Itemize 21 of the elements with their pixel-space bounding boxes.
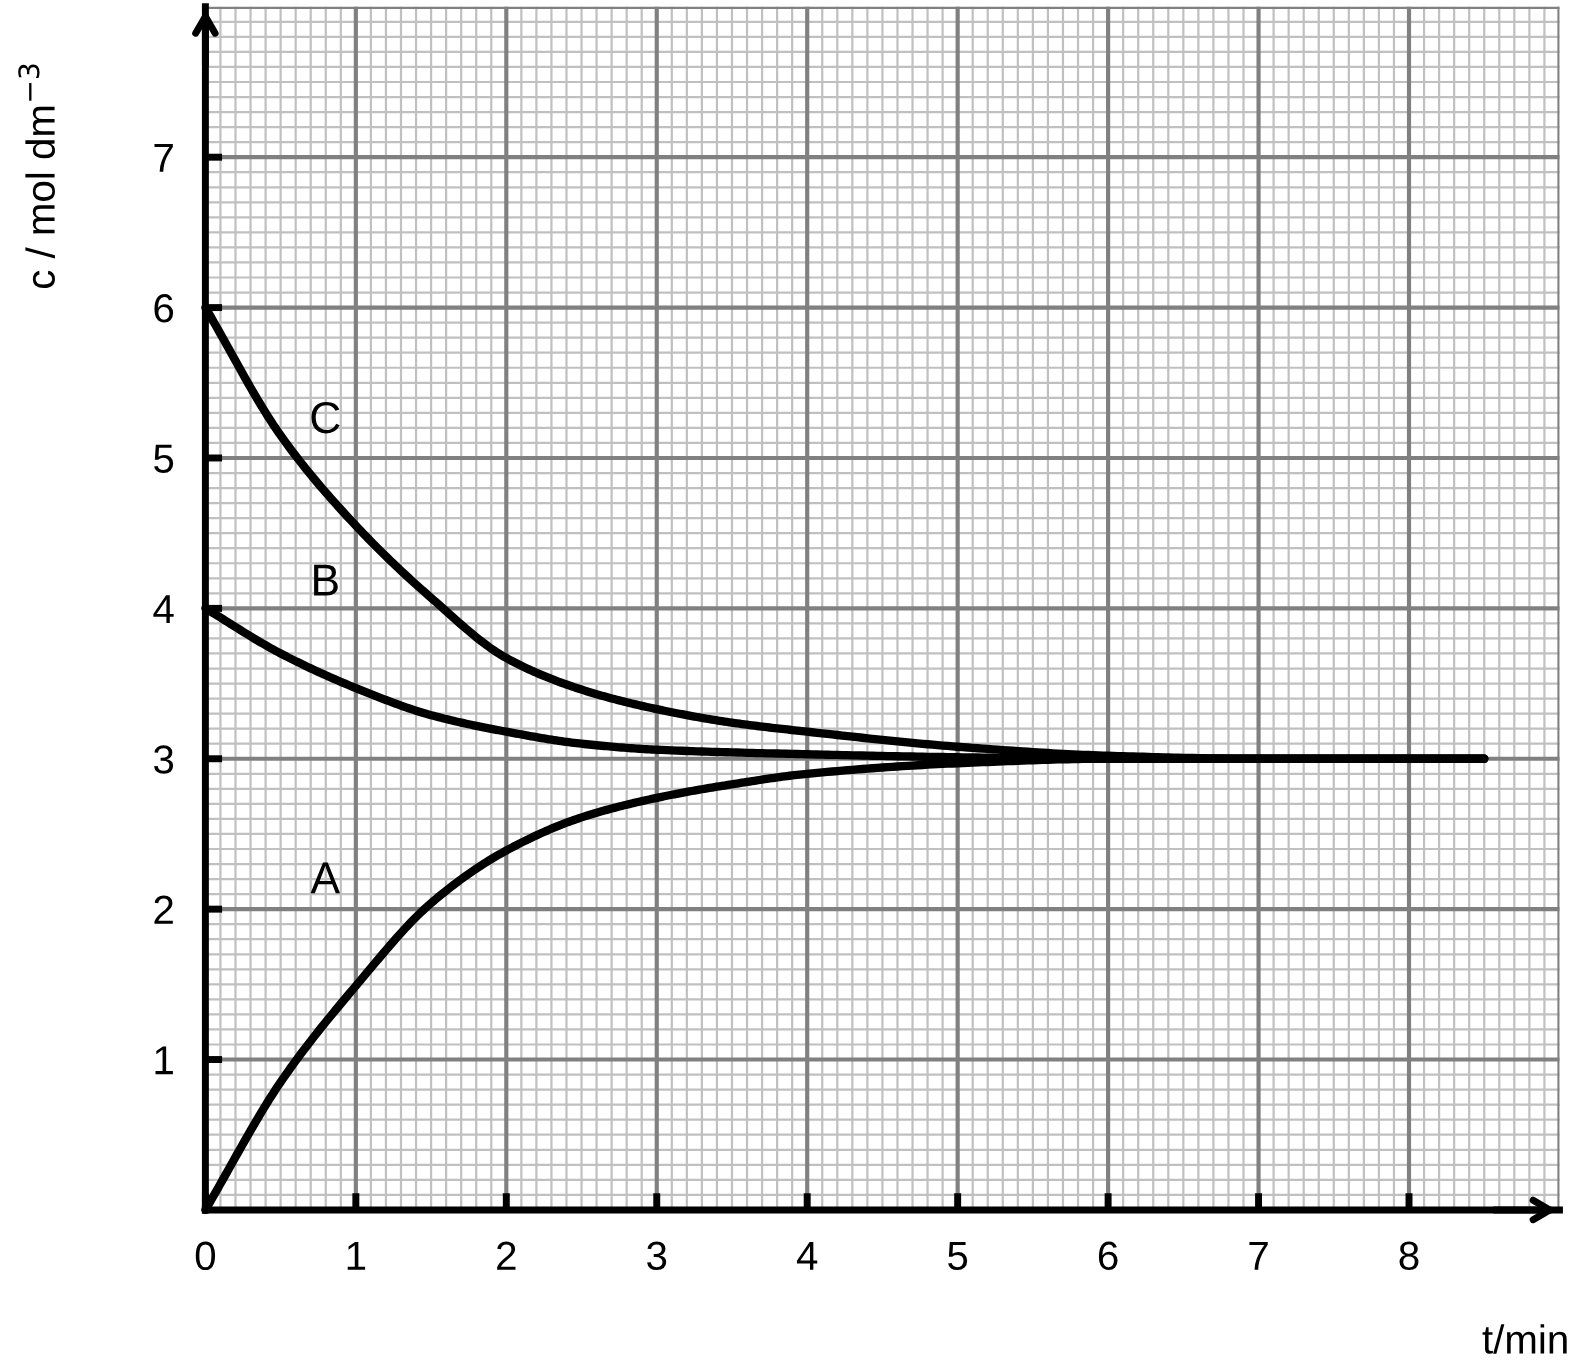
series-label: C (311, 401, 340, 434)
y-tick-label: 2 (154, 895, 173, 924)
x-tick-label: 2 (497, 1241, 516, 1270)
x-tick-label: 6 (1098, 1241, 1118, 1271)
y-tick-label: 1 (155, 1046, 173, 1075)
x-tick-label: 1 (347, 1241, 366, 1270)
x-tick-label: 7 (1249, 1241, 1268, 1270)
x-tick-label: 8 (1399, 1241, 1419, 1271)
x-axis-title: t/min (1482, 1324, 1567, 1354)
x-tick-label: 5 (948, 1241, 968, 1271)
y-axis-title: c / mol dm$^{−3}$ (18, 64, 55, 289)
x-tick-label: 3 (647, 1241, 667, 1271)
y-tick-label: 6 (154, 294, 174, 323)
y-tick-label: 7 (154, 144, 173, 172)
x-tick-label: 0 (195, 1241, 216, 1271)
series-label: A (310, 862, 341, 894)
legend-label: B (314, 564, 338, 596)
x-tick-label: 4 (796, 1241, 818, 1270)
y-tick-label: 4 (153, 595, 174, 623)
y-tick-label: 5 (154, 444, 174, 473)
y-tick-label: 3 (153, 745, 174, 774)
